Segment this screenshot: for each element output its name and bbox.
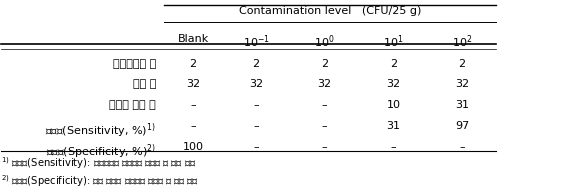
Text: 2: 2 [458,59,466,69]
Text: 32: 32 [186,79,200,89]
Text: 32: 32 [455,79,469,89]
Text: –: – [190,121,196,131]
Text: –: – [390,142,396,152]
Text: 10: 10 [386,100,400,110]
Text: Blank: Blank [178,34,209,44]
Text: $10^{0}$: $10^{0}$ [315,34,335,50]
Text: 100: 100 [183,142,204,152]
Text: –: – [253,142,259,152]
Text: –: – [322,100,328,110]
Text: 32: 32 [317,79,332,89]
Text: –: – [190,100,196,110]
Text: –: – [253,100,259,110]
Text: –: – [459,142,465,152]
Text: 32: 32 [249,79,263,89]
Text: 2: 2 [390,59,397,69]
Text: 민감도(Sensitivity, %)$^{1)}$: 민감도(Sensitivity, %)$^{1)}$ [45,121,156,140]
Text: 32: 32 [386,79,400,89]
Text: 31: 31 [455,100,469,110]
Text: $10^{2}$: $10^{2}$ [452,34,472,50]
Text: 2: 2 [190,59,197,69]
Text: $^{1)}$ 민감도(Sensitivity): 양성결과를 양성으로 판단할 수 있는 정도: $^{1)}$ 민감도(Sensitivity): 양성결과를 양성으로 판단할… [1,155,197,171]
Text: $10^{1}$: $10^{1}$ [383,34,404,50]
Text: –: – [253,121,259,131]
Text: –: – [322,121,328,131]
Text: 특이도(Specificity, %)$^{2)}$: 특이도(Specificity, %)$^{2)}$ [46,142,156,161]
Text: 샘플 수: 샘플 수 [132,79,156,89]
Text: Contamination level   (CFU/25 g): Contamination level (CFU/25 g) [239,6,421,16]
Text: 2: 2 [321,59,328,69]
Text: 참여실험실 수: 참여실험실 수 [113,59,156,69]
Text: $^{2)}$ 특이도(Specificity): 음성 결과를 음성으로 판단할 수 있는 정도: $^{2)}$ 특이도(Specificity): 음성 결과를 음성으로 판단… [1,173,200,189]
Text: 31: 31 [386,121,400,131]
Text: 2: 2 [252,59,259,69]
Text: 검출된 샘플 수: 검출된 샘플 수 [109,100,156,110]
Text: 97: 97 [455,121,469,131]
Text: $10^{-1}$: $10^{-1}$ [243,34,270,50]
Text: –: – [322,142,328,152]
